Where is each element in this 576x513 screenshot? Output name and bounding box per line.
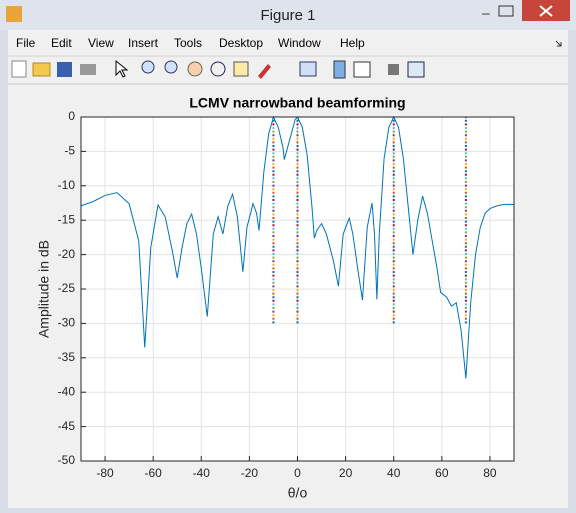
x-tick-label: -60: [144, 466, 162, 480]
x-tick-label: 0: [294, 466, 301, 480]
open-icon[interactable]: [32, 62, 51, 77]
brush-icon[interactable]: [258, 64, 271, 79]
x-tick-label: 80: [483, 466, 497, 480]
close-icon: [539, 5, 553, 17]
x-tick-label: 60: [435, 466, 449, 480]
data-line: [80, 115, 514, 379]
y-tick-label: -15: [58, 212, 76, 226]
y-axis-label: Amplitude in dB: [36, 240, 52, 338]
print-icon[interactable]: [80, 64, 96, 75]
menu-item[interactable]: Insert: [128, 36, 159, 50]
y-tick-label: -25: [58, 281, 76, 295]
menu-item[interactable]: File: [16, 36, 36, 50]
title-bar: [0, 0, 576, 30]
undock-icon[interactable]: [555, 40, 562, 47]
y-tick-label: -10: [58, 178, 76, 192]
toolbar: [11, 59, 425, 79]
menu-bar: File Edit View Insert Tools Desktop Window Help: [16, 36, 365, 50]
axes-box: [80, 116, 515, 462]
menu-item[interactable]: Help: [340, 36, 365, 50]
menu-item[interactable]: Desktop: [219, 36, 263, 50]
pan-icon[interactable]: [187, 61, 203, 77]
minimize-button[interactable]: ‒: [482, 5, 490, 21]
x-tick-label: 20: [339, 466, 353, 480]
menu-item[interactable]: Tools: [174, 36, 202, 50]
rotate-icon[interactable]: [210, 61, 226, 77]
pointer-icon[interactable]: [115, 59, 129, 78]
menu-item[interactable]: Window: [278, 36, 321, 50]
colorbar-icon[interactable]: [333, 60, 346, 79]
y-tick-label: -40: [58, 384, 76, 398]
link-icon[interactable]: [299, 61, 317, 77]
zoom-out-icon[interactable]: [164, 60, 178, 74]
legend-icon[interactable]: [353, 61, 371, 78]
zoom-in-icon[interactable]: [141, 60, 155, 74]
menu-item[interactable]: Edit: [51, 36, 72, 50]
x-tick-label: -20: [241, 466, 259, 480]
show-tools-icon[interactable]: [407, 61, 425, 78]
x-tick-label: 40: [387, 466, 401, 480]
y-tick-label: -45: [58, 419, 76, 433]
window-title: Figure 1: [260, 7, 315, 24]
chart-title: LCMV narrowband beamforming: [189, 95, 405, 111]
maximize-button[interactable]: [498, 5, 514, 17]
y-tick-label: 0: [68, 109, 75, 123]
menu-item[interactable]: View: [88, 36, 114, 50]
datacursor-icon[interactable]: [233, 61, 249, 77]
hide-tools-icon[interactable]: [388, 64, 399, 75]
x-axis-label: θ/o: [288, 485, 308, 501]
app-icon: [6, 6, 22, 22]
y-tick-label: -5: [64, 144, 75, 158]
x-tick-label: -40: [193, 466, 211, 480]
new-icon[interactable]: [11, 60, 27, 78]
save-icon[interactable]: [57, 62, 72, 77]
y-tick-label: -30: [58, 316, 76, 330]
y-tick-label: -20: [58, 247, 76, 261]
y-tick-label: -35: [58, 350, 76, 364]
x-tick-label: -80: [96, 466, 114, 480]
y-tick-label: -50: [58, 453, 76, 467]
